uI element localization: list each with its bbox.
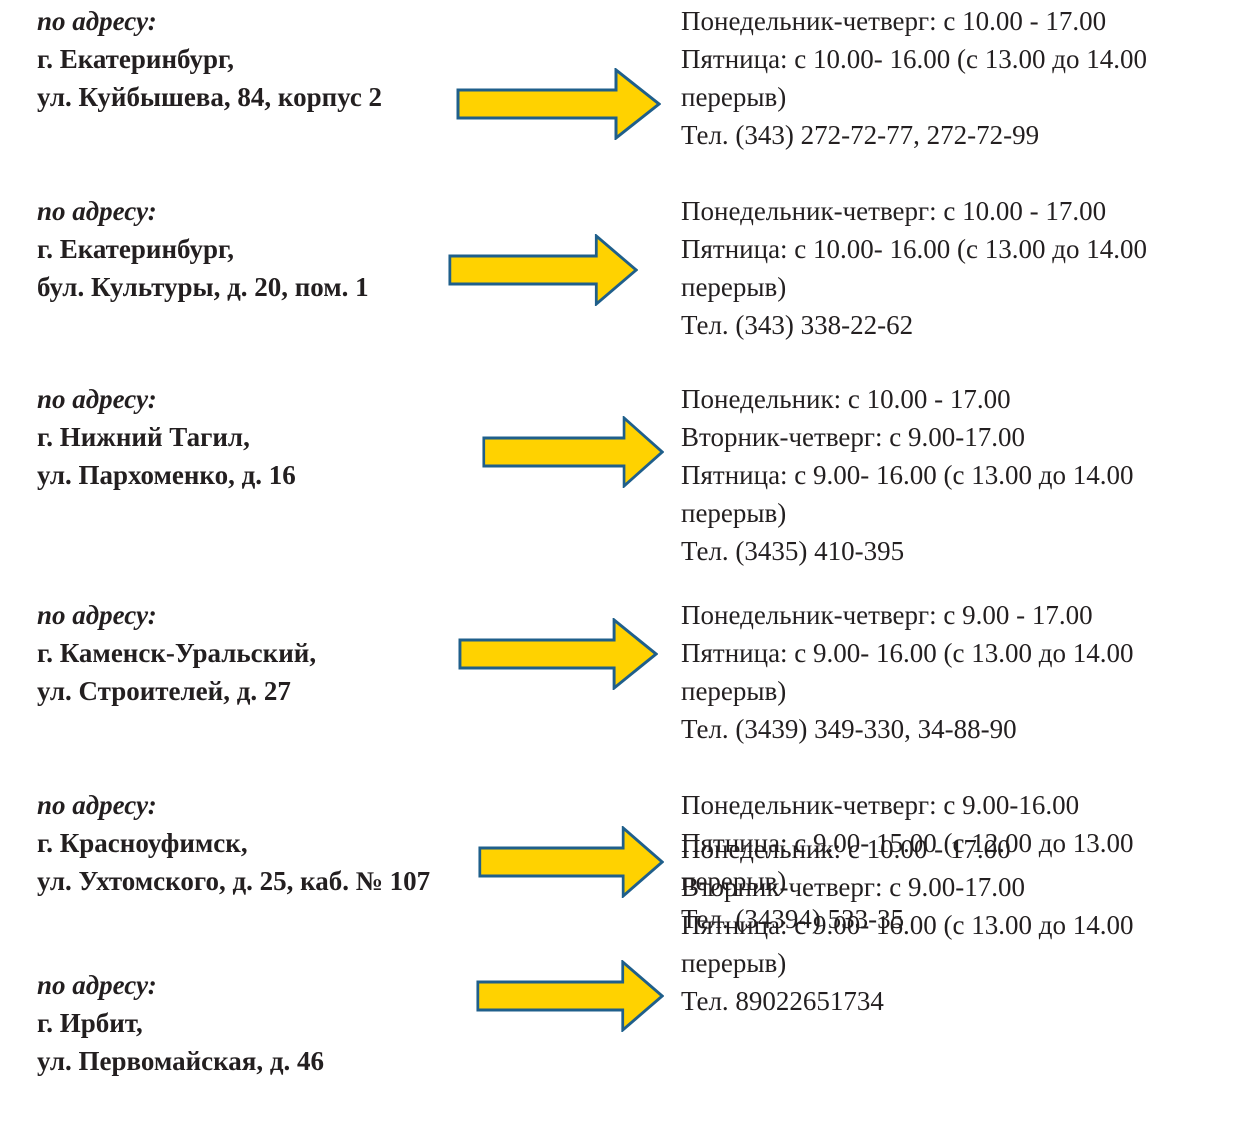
address-city: г. Нижний Тагил, (37, 422, 250, 452)
phone: Тел. (343) 338-22-62 (681, 310, 914, 340)
office-hours: Понедельник-четверг: с 10.00 - 17.00 Пят… (681, 192, 1241, 344)
office-hours: Понедельник-четверг: с 10.00 - 17.00 Пят… (681, 2, 1241, 154)
address-lead: по адресу: (37, 6, 157, 36)
hours-line: Пятница: с 9.00- 16.00 (с 13.00 до 14.00 (681, 910, 1134, 940)
office-hours: Понедельник: с 10.00 - 17.00 Вторник-чет… (681, 380, 1241, 570)
address: по адресу: г. Каменск-Уральский, ул. Стр… (37, 596, 316, 710)
hours-line: Пятница: с 9.00- 16.00 (с 13.00 до 14.00 (681, 638, 1134, 668)
arrow-right-icon (458, 618, 658, 690)
address-lead: по адресу: (37, 970, 157, 1000)
address-lead: по адресу: (37, 790, 157, 820)
address-lead: по адресу: (37, 196, 157, 226)
address-city: г. Екатеринбург, (37, 234, 235, 264)
address-street: ул. Первомайская, д. 46 (37, 1046, 325, 1076)
arrow-right-icon (476, 960, 664, 1032)
hours-line: перерыв) (681, 676, 787, 706)
address-lead: по адресу: (37, 600, 157, 630)
address: по адресу: г. Екатеринбург, бул. Культур… (37, 192, 369, 306)
hours-line: Пятница: с 10.00- 16.00 (с 13.00 до 14.0… (681, 44, 1147, 74)
phone: Тел. (343) 272-72-77, 272-72-99 (681, 120, 1040, 150)
hours-line: Вторник-четверг: с 9.00-17.00 (681, 422, 1025, 452)
hours-line: Понедельник-четверг: с 10.00 - 17.00 (681, 196, 1107, 226)
address: по адресу: г. Екатеринбург, ул. Куйбышев… (37, 2, 382, 116)
office-hours: Понедельник: с 10.00 - 17.00 Вторник-чет… (681, 830, 1241, 1020)
office-hours: Понедельник-четверг: с 9.00-16.00 Пятниц… (681, 786, 1241, 938)
hours-line: перерыв) (681, 866, 787, 896)
phone: Тел. (3439) 349-330, 34-88-90 (681, 714, 1017, 744)
hours-line: Понедельник: с 10.00 - 17.00 (681, 834, 1011, 864)
hours-line: перерыв) (681, 948, 787, 978)
hours-line: Пятница: с 9.00- 15.00 (с 12.00 до 13.00 (681, 828, 1134, 858)
address-street: ул. Куйбышева, 84, корпус 2 (37, 82, 383, 112)
address: по адресу: г. Ирбит, ул. Первомайская, д… (37, 966, 324, 1080)
address-city: г. Ирбит, (37, 1008, 143, 1038)
arrow-right-icon (482, 416, 664, 488)
hours-line: Понедельник: с 10.00 - 17.00 (681, 384, 1011, 414)
address-street: ул. Строителей, д. 27 (37, 676, 291, 706)
hours-line: Пятница: с 10.00- 16.00 (с 13.00 до 14.0… (681, 234, 1147, 264)
hours-line: Пятница: с 9.00- 16.00 (с 13.00 до 14.00 (681, 460, 1134, 490)
hours-line: Понедельник-четверг: с 9.00-16.00 (681, 790, 1080, 820)
address-city: г. Красноуфимск, (37, 828, 248, 858)
hours-line: перерыв) (681, 82, 787, 112)
phone: Тел. (3435) 410-395 (681, 536, 905, 566)
hours-line: перерыв) (681, 498, 787, 528)
hours-line: Понедельник-четверг: с 10.00 - 17.00 (681, 6, 1107, 36)
address-street: бул. Культуры, д. 20, пом. 1 (37, 272, 369, 302)
phone: Тел. 89022651734 (681, 986, 884, 1016)
arrow-right-icon (478, 826, 664, 898)
address-street: ул. Пархоменко, д. 16 (37, 460, 296, 490)
address: по адресу: г. Красноуфимск, ул. Ухтомско… (37, 786, 430, 900)
address-city: г. Каменск-Уральский, (37, 638, 317, 668)
phone: Тел. (34394) 533-35 (681, 904, 905, 934)
address-city: г. Екатеринбург, (37, 44, 235, 74)
address-street: ул. Ухтомского, д. 25, каб. № 107 (37, 866, 431, 896)
arrow-right-icon (456, 68, 661, 140)
address: по адресу: г. Нижний Тагил, ул. Пархомен… (37, 380, 296, 494)
arrow-right-icon (448, 234, 638, 306)
hours-line: Вторник-четверг: с 9.00-17.00 (681, 872, 1025, 902)
office-hours: Понедельник-четверг: с 9.00 - 17.00 Пятн… (681, 596, 1241, 748)
hours-line: перерыв) (681, 272, 787, 302)
address-lead: по адресу: (37, 384, 157, 414)
hours-line: Понедельник-четверг: с 9.00 - 17.00 (681, 600, 1093, 630)
